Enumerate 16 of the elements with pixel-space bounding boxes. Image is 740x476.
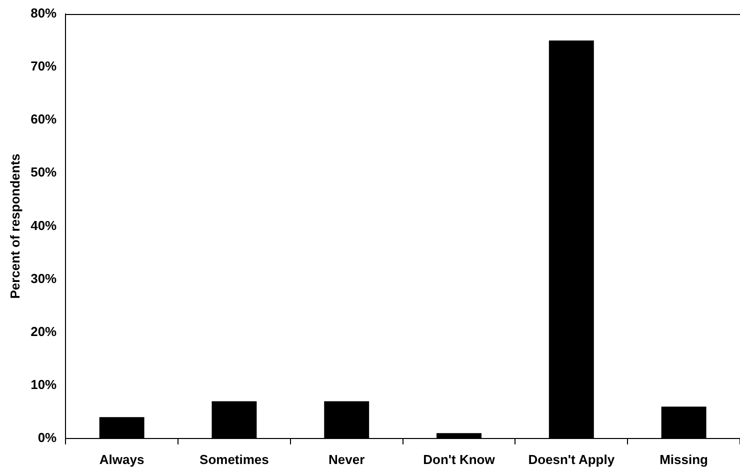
x-tick-label: Never [328,452,365,467]
x-tick-label: Sometimes [200,452,269,467]
y-tick-label: 0% [38,430,58,445]
y-axis-title: Percent of respondents [7,154,22,299]
x-tick-label: Always [99,452,144,467]
x-tick-label: Doesn't Apply [528,452,616,467]
y-tick-label: 40% [30,218,58,233]
y-tick-label: 50% [30,164,58,180]
x-tick-label: Don't Know [423,452,496,467]
y-tick-label: 10% [30,376,58,392]
y-tick-label: 80% [30,6,58,21]
y-tick-label: 30% [30,270,58,286]
x-tick-label: Missing [660,452,708,467]
y-tick-label: 70% [30,58,58,74]
y-tick-label: 60% [30,112,58,127]
y-tick-label: 20% [30,324,58,339]
